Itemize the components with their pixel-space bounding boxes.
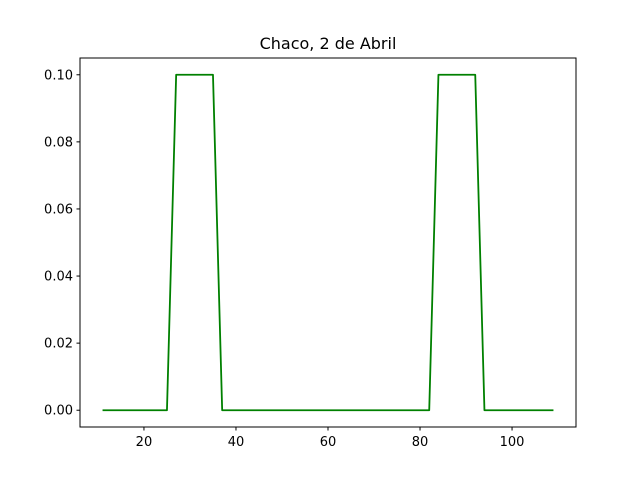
y-axis-ticks: 0.00 0.02 0.04 0.06 0.08 0.10	[44, 68, 80, 419]
x-tick-label: 100	[500, 435, 525, 450]
y-tick-label: 0.04	[44, 270, 73, 285]
plot-frame	[79, 57, 577, 428]
x-tick-label: 40	[228, 435, 245, 450]
series-lines	[102, 73, 554, 412]
y-tick-label: 0.10	[44, 68, 73, 83]
x-tick-label: 20	[136, 435, 153, 450]
y-tick-label: 0.00	[44, 404, 73, 419]
x-tick-label: 80	[412, 435, 429, 450]
series-line	[102, 73, 554, 412]
x-axis-ticks: 20 40 60 80 100	[136, 427, 525, 450]
y-tick-label: 0.02	[44, 337, 73, 352]
y-tick-label: 0.08	[44, 135, 73, 150]
x-tick-label: 60	[320, 435, 337, 450]
chart-title: Chaco, 2 de Abril	[260, 34, 397, 53]
y-tick-label: 0.06	[44, 202, 73, 217]
